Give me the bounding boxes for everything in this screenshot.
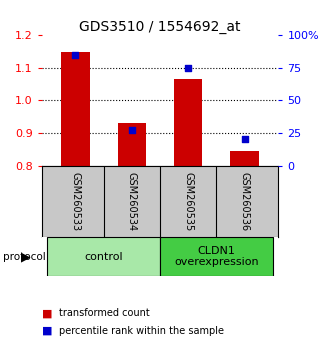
Point xyxy=(186,65,191,71)
Point xyxy=(73,52,78,58)
Text: protocol: protocol xyxy=(3,252,46,262)
Point xyxy=(129,127,134,133)
Title: GDS3510 / 1554692_at: GDS3510 / 1554692_at xyxy=(79,21,241,34)
Text: GSM260535: GSM260535 xyxy=(183,172,193,231)
Text: GSM260536: GSM260536 xyxy=(240,172,250,231)
Bar xyxy=(174,79,202,166)
Text: control: control xyxy=(84,252,123,262)
Bar xyxy=(230,151,259,166)
Text: ■: ■ xyxy=(42,308,52,318)
Text: GSM260533: GSM260533 xyxy=(70,172,80,231)
Text: transformed count: transformed count xyxy=(59,308,150,318)
Text: ▶: ▶ xyxy=(21,250,30,263)
Bar xyxy=(47,237,160,276)
Bar xyxy=(160,237,273,276)
Text: percentile rank within the sample: percentile rank within the sample xyxy=(59,326,224,336)
Text: ■: ■ xyxy=(42,326,52,336)
Point xyxy=(242,137,247,142)
Text: CLDN1
overexpression: CLDN1 overexpression xyxy=(174,246,259,267)
Text: GSM260534: GSM260534 xyxy=(127,172,137,231)
Bar xyxy=(61,52,90,166)
Bar xyxy=(118,123,146,166)
